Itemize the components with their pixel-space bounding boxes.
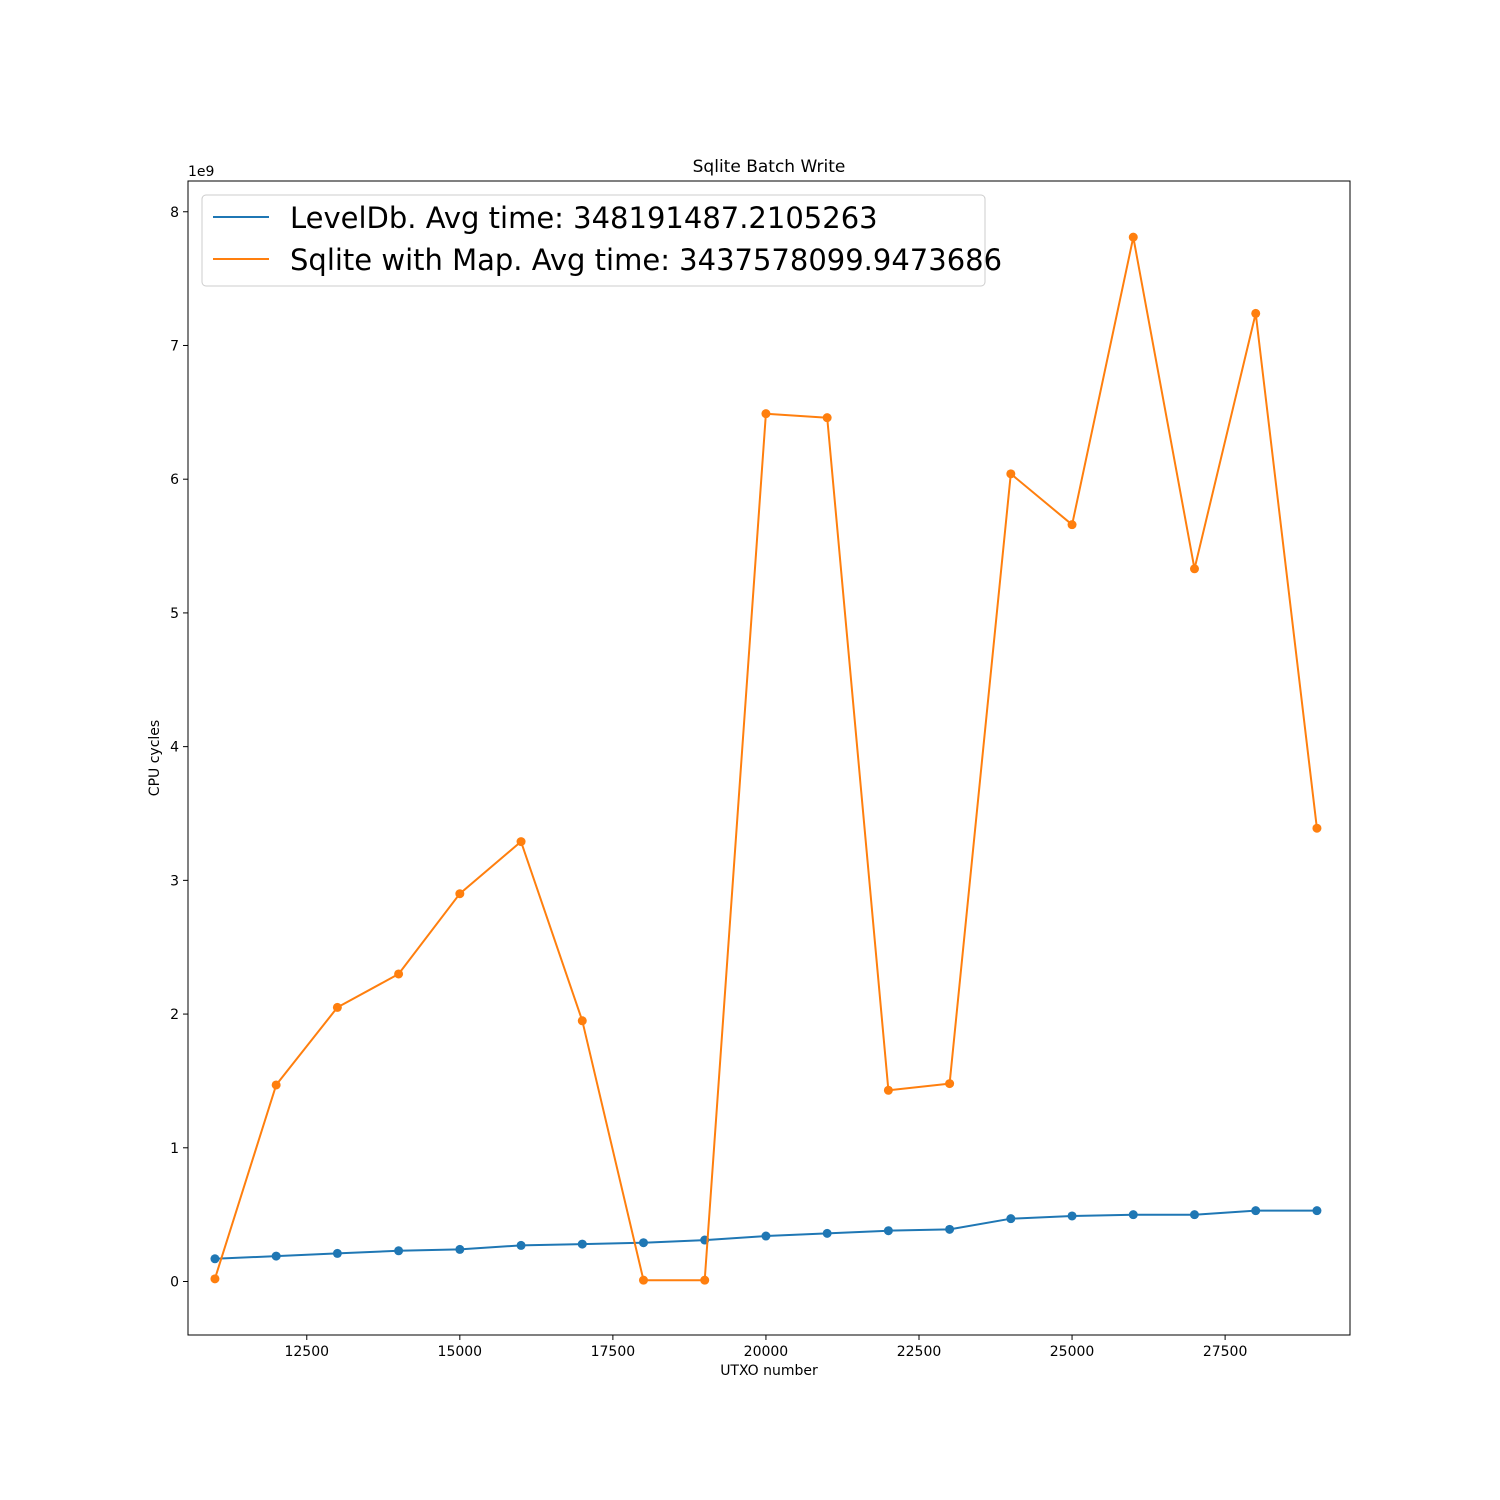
x-tick-label: 20000 [744, 1344, 789, 1360]
x-tick-label: 17500 [591, 1344, 636, 1360]
data-point [1251, 308, 1261, 318]
data-point [883, 1226, 893, 1236]
legend-label: Sqlite with Map. Avg time: 3437578099.94… [290, 243, 1002, 277]
data-point [332, 1248, 342, 1258]
y-tick-label: 6 [170, 472, 179, 488]
data-point [577, 1239, 587, 1249]
data-point [638, 1275, 648, 1285]
plot-area-frame [187, 180, 1351, 1336]
data-point [210, 1254, 220, 1264]
data-point [210, 1274, 220, 1284]
y-tick-label: 1 [170, 1141, 179, 1157]
y-axis: 0 1 2 3 4 5 6 7 8 [170, 205, 188, 1291]
data-point [1128, 232, 1138, 242]
data-point [516, 837, 526, 847]
y-tick-label: 2 [170, 1007, 179, 1023]
chart-title: Sqlite Batch Write [693, 157, 846, 177]
y-tick-label: 0 [170, 1275, 179, 1291]
data-point [761, 409, 771, 419]
series-layer [210, 232, 1322, 1285]
data-point [1006, 1214, 1016, 1224]
data-point [638, 1238, 648, 1248]
data-point [822, 413, 832, 423]
x-tick-label: 15000 [438, 1344, 483, 1360]
data-point [394, 969, 404, 979]
x-axis: 12500 15000 17500 20000 22500 25000 27500 [284, 1335, 1247, 1360]
data-point [945, 1079, 955, 1089]
data-point [455, 889, 465, 899]
data-point [883, 1085, 893, 1095]
data-point [271, 1080, 281, 1090]
data-point [700, 1275, 710, 1285]
data-point [455, 1244, 465, 1254]
data-point [822, 1228, 832, 1238]
data-point [1189, 564, 1199, 574]
y-tick-label: 4 [170, 740, 179, 756]
y-axis-title: CPU cycles [147, 720, 163, 796]
y-tick-label: 7 [170, 338, 179, 354]
x-tick-label: 27500 [1203, 1344, 1248, 1360]
data-point [332, 1002, 342, 1012]
data-point [1067, 1211, 1077, 1221]
data-point [1128, 1210, 1138, 1220]
series-line-1 [213, 236, 1318, 1282]
y-tick-label: 3 [170, 873, 179, 889]
data-point [1006, 469, 1016, 479]
data-point [394, 1246, 404, 1256]
y-axis-offset-label: 1e9 [188, 164, 214, 180]
data-point [577, 1016, 587, 1026]
x-tick-label: 22500 [897, 1344, 942, 1360]
x-tick-label: 12500 [284, 1344, 329, 1360]
legend-label: LevelDb. Avg time: 348191487.2105263 [290, 201, 878, 235]
data-point [761, 1231, 771, 1241]
data-point [271, 1251, 281, 1261]
legend: LevelDb. Avg time: 348191487.2105263 Sqli… [201, 194, 1002, 287]
y-tick-label: 8 [170, 205, 179, 221]
x-tick-label: 25000 [1050, 1344, 1095, 1360]
data-point [1189, 1210, 1199, 1220]
legend-box [201, 194, 986, 287]
y-tick-label: 5 [170, 606, 179, 622]
data-point [1312, 1206, 1322, 1216]
data-point [945, 1224, 955, 1234]
data-point [1067, 520, 1077, 530]
data-point [516, 1240, 526, 1250]
data-point [1312, 823, 1322, 833]
data-point [1251, 1206, 1261, 1216]
x-axis-title: UTXO number [720, 1363, 818, 1379]
